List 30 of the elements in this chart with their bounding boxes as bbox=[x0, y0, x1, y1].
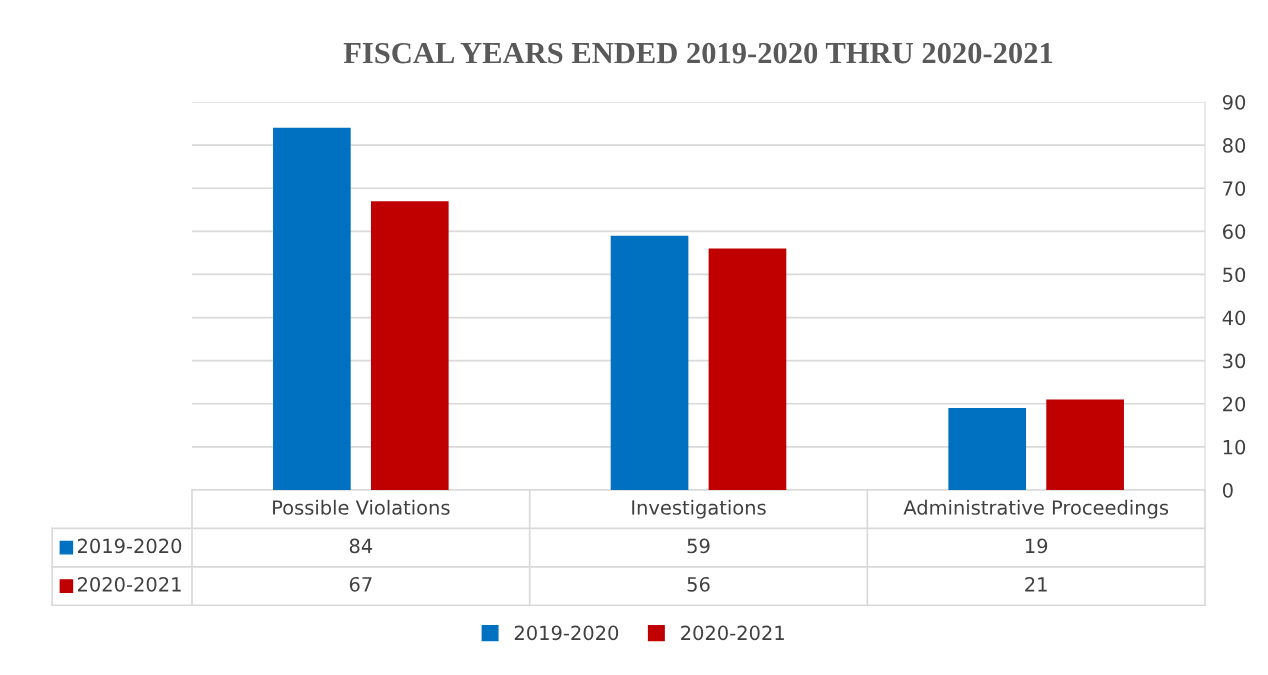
x-tick-label: Administrative Proceedings bbox=[903, 499, 1169, 519]
legend-label: 2020-2021 bbox=[681, 625, 784, 641]
bar bbox=[1046, 399, 1124, 490]
data-label: 56 bbox=[687, 576, 710, 592]
bar bbox=[370, 201, 449, 490]
x-tick-label: Possible Violations bbox=[273, 499, 450, 515]
y-tick-label: 70 bbox=[1223, 181, 1246, 196]
y-tick-label: 90 bbox=[1222, 94, 1246, 110]
legend-label: 2019-2020 bbox=[77, 538, 182, 554]
y-tick-label: 10 bbox=[1223, 439, 1246, 455]
bar bbox=[708, 248, 787, 490]
data-label: 21 bbox=[1025, 576, 1047, 592]
x-tick-label: Investigations bbox=[632, 499, 766, 519]
data-label: 67 bbox=[349, 576, 372, 592]
y-tick-label: 20 bbox=[1223, 396, 1246, 412]
y-tick-label: 50 bbox=[1223, 267, 1246, 283]
y-tick-label: 30 bbox=[1223, 353, 1246, 369]
chart-title: FISCAL YEARS ENDED 2019-2020 THRU 2020-2021 bbox=[343, 42, 1053, 64]
y-tick-label: 0 bbox=[1222, 482, 1233, 498]
text: 2019-2020 bbox=[514, 625, 619, 641]
bar bbox=[273, 127, 351, 490]
y-tick-label: 40 bbox=[1222, 310, 1246, 326]
y-tick-label: 80 bbox=[1222, 138, 1246, 153]
bar bbox=[610, 235, 689, 490]
text: 2020-2021 bbox=[77, 576, 181, 592]
data-label: 84 bbox=[349, 538, 373, 554]
data-label: 19 bbox=[1025, 538, 1048, 554]
y-tick-label: 60 bbox=[1223, 224, 1246, 239]
bar bbox=[948, 408, 1027, 490]
data-label: 59 bbox=[687, 538, 710, 554]
